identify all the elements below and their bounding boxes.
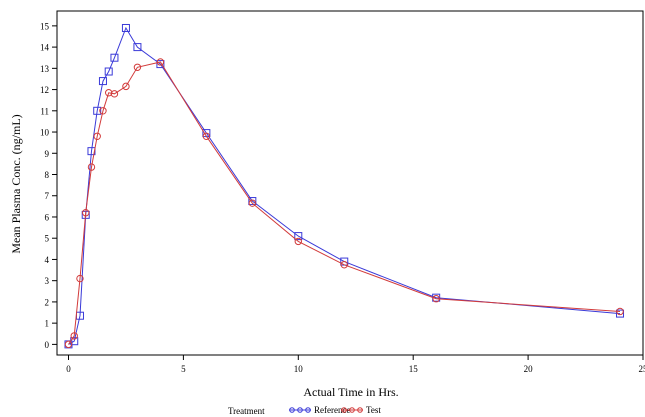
legend-title: Treatment <box>228 406 265 416</box>
data-point-test <box>76 274 84 283</box>
data-point-test <box>202 132 211 140</box>
x-tick-label: 5 <box>181 364 186 374</box>
data-point-reference <box>98 77 107 86</box>
y-tick-label: 12 <box>40 85 49 95</box>
y-tick-label: 2 <box>45 297 50 307</box>
data-point-test <box>122 82 130 91</box>
plot-frame <box>56 10 644 356</box>
axes <box>56 10 644 356</box>
y-tick-label: 0 <box>45 340 50 350</box>
data-point-test <box>82 209 90 217</box>
data-point-test <box>340 261 348 269</box>
data-point-test <box>87 163 96 171</box>
data-point-test <box>616 307 624 316</box>
y-axis-label: Mean Plasma Conc. (ng/mL) <box>9 114 23 253</box>
data-point-test <box>93 132 101 140</box>
data-point-test <box>99 107 107 115</box>
data-point-reference <box>294 232 303 241</box>
data-point-test <box>294 237 302 246</box>
legend: Treatment Reference Test <box>228 405 381 416</box>
data-point-reference <box>616 309 625 318</box>
legend-marker-reference <box>305 407 311 413</box>
data-point-test <box>133 63 142 71</box>
data-point-reference <box>104 67 113 76</box>
y-tick-label: 1 <box>45 319 50 329</box>
y-tick-label: 3 <box>45 276 50 286</box>
data-point-reference <box>87 147 96 156</box>
x-tick-label: 0 <box>66 364 71 374</box>
y-tick-label: 5 <box>45 234 50 244</box>
series-test <box>64 58 624 349</box>
data-point-reference <box>248 197 257 206</box>
data-point-reference <box>121 23 130 32</box>
y-tick-label: 8 <box>45 170 50 180</box>
data-point-test <box>64 340 73 349</box>
series-line-test <box>68 61 621 345</box>
y-tick-label: 9 <box>45 149 50 159</box>
x-axis-ticks: 0 5 10 15 20 25 <box>66 355 645 374</box>
data-point-reference <box>110 53 119 62</box>
data-point-reference <box>133 43 142 52</box>
data-point-reference <box>93 106 102 115</box>
legend-marker-reference <box>289 407 295 413</box>
x-axis-label: Actual Time in Hrs. <box>303 385 398 399</box>
x-tick-label: 20 <box>524 364 534 374</box>
data-point-test <box>110 90 119 98</box>
y-tick-label: 13 <box>40 64 50 74</box>
y-tick-label: 4 <box>45 255 50 265</box>
y-tick-label: 14 <box>40 43 50 53</box>
legend-marker-test <box>341 407 347 413</box>
y-tick-label: 15 <box>40 21 50 31</box>
data-point-test <box>248 199 257 207</box>
data-point-reference <box>156 60 165 69</box>
series-reference <box>64 23 625 349</box>
y-tick-label: 10 <box>40 128 50 138</box>
data-point-test <box>432 295 440 303</box>
legend-label-test: Test <box>366 405 381 415</box>
x-tick-label: 15 <box>409 364 419 374</box>
legend-marker-test <box>349 407 355 413</box>
legend-marker-reference <box>297 407 303 413</box>
x-tick-label: 25 <box>639 364 645 374</box>
data-point-test <box>70 332 78 340</box>
legend-marker-test <box>357 407 363 413</box>
y-tick-label: 7 <box>45 191 50 201</box>
y-tick-label: 6 <box>45 212 50 222</box>
series-line-reference <box>68 26 621 345</box>
legend-items: Reference Test <box>289 405 381 415</box>
legend-label-reference: Reference <box>314 405 350 415</box>
data-point-test <box>156 58 165 66</box>
series-group <box>64 23 625 349</box>
data-point-test <box>105 89 113 97</box>
y-tick-label: 11 <box>40 106 49 116</box>
x-tick-label: 10 <box>294 364 304 374</box>
